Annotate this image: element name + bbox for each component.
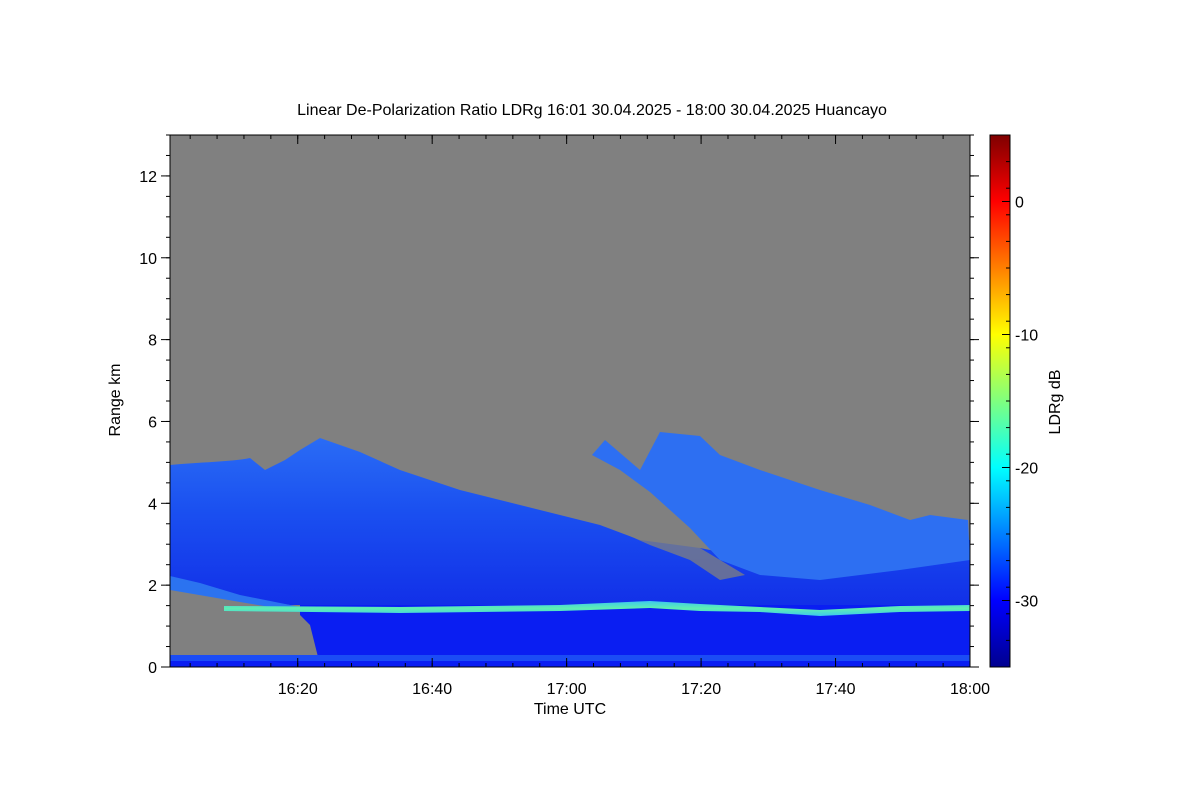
y-tick-label: 6 [148, 414, 157, 431]
y-axis: 0 2 4 6 8 10 12 [139, 134, 979, 677]
colorbar-ticks: 0 -10 -20 -30 [1002, 134, 1038, 668]
chart-title: Linear De-Polarization Ratio LDRg 16:01 … [297, 102, 887, 119]
colorbar-label: LDRg dB [1047, 370, 1064, 435]
y-tick-label: 4 [148, 496, 157, 513]
x-tick-label: 17:00 [547, 681, 587, 698]
x-axis: 16:20 16:40 17:00 17:20 17:40 18:00 [189, 135, 990, 698]
y-tick-label: 12 [139, 169, 157, 186]
y-tick-label: 8 [148, 333, 157, 350]
y-axis-label: Range km [107, 364, 124, 437]
x-tick-label: 18:00 [950, 681, 990, 698]
y-tick-label: 0 [148, 660, 157, 677]
y-tick-label: 2 [148, 578, 157, 595]
colorbar-tick-label: -20 [1015, 461, 1038, 478]
colorbar-tick-label: -30 [1015, 594, 1038, 611]
x-tick-label: 16:40 [412, 681, 452, 698]
x-tick-label: 17:20 [681, 681, 721, 698]
boundary-layer-line [224, 601, 970, 616]
gray-surface-gap [170, 580, 318, 657]
y-tick-label: 10 [139, 251, 157, 268]
x-axis-label: Time UTC [534, 701, 606, 718]
near-surface-layer [280, 605, 970, 657]
elevated-layer [592, 432, 970, 580]
x-tick-label: 16:20 [278, 681, 318, 698]
gap-region [605, 520, 745, 580]
x-tick-label: 17:40 [816, 681, 856, 698]
colorbar-tick-label: 0 [1015, 195, 1024, 212]
surface-band [170, 655, 970, 661]
plot-area [170, 135, 970, 667]
layer-lower-edge [170, 576, 300, 612]
colorbar-tick-label: -10 [1015, 328, 1038, 345]
surface-floor [170, 661, 970, 667]
